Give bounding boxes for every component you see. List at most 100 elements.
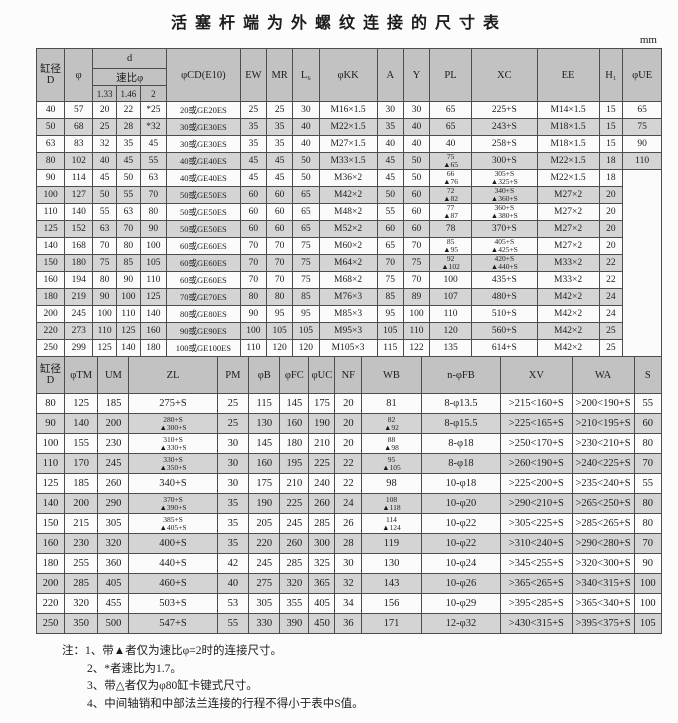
table-cell: 50 — [35, 118, 66, 136]
table-cell: M27×2 — [536, 220, 600, 238]
table-cell: 63 — [139, 169, 168, 187]
col-header-bore-line1: 缸径 — [40, 64, 62, 75]
table-cell: 45 — [139, 135, 168, 153]
table-cell: 77 ▲87 — [429, 203, 472, 221]
table-cell: 30 — [334, 553, 363, 574]
table-cell: 57 — [64, 101, 94, 119]
table-cell: 40 — [429, 135, 472, 153]
table-cell: 305 — [97, 513, 130, 534]
table-cell: 560+S — [471, 322, 538, 340]
table-cell: 460+S — [128, 573, 218, 594]
table-cell: >225<165+S — [500, 413, 573, 434]
table-cell: 95 ▲105 — [361, 453, 422, 474]
table-cell: 480+S — [471, 288, 538, 306]
col-header-speed-ratio: 速比φ — [92, 68, 167, 86]
table-cell: 30 — [216, 473, 250, 494]
table-cell: >225<200+S — [500, 473, 573, 494]
table-cell: 285 — [63, 573, 99, 594]
table-cell: 80或GE80ES — [166, 305, 241, 323]
table-cell: 40 — [35, 101, 66, 119]
table-cell: >320<300+S — [571, 553, 635, 574]
table-cell: 547+S — [128, 613, 218, 634]
table-cell: 60 — [376, 220, 404, 238]
table-cell: M18×1.5 — [536, 118, 600, 136]
unit-label: mm — [639, 34, 657, 46]
table-cell: M36×2 — [318, 169, 378, 187]
table-cell: >230<210+S — [571, 433, 635, 454]
table-cell: M27×2 — [536, 186, 600, 204]
table-cell: 36 — [334, 613, 363, 634]
table-cell: 35 — [216, 513, 250, 534]
table-cell: 400+S — [128, 533, 218, 554]
table-cell: 60 — [402, 220, 431, 238]
table-row: 180 219 90 100 125 70或GE70ES 80 80 85 M76×3 85 89 10… — [35, 288, 662, 306]
footnote-prefix: 注： — [62, 645, 85, 657]
table-cell: 455 — [97, 593, 130, 614]
table-cell: 156 — [361, 593, 422, 614]
table-cell: 120 — [265, 339, 294, 357]
table-cell: 65 — [292, 186, 320, 204]
table-cell: 50 — [376, 186, 404, 204]
table-cell: 34 — [334, 593, 363, 614]
table-cell: 22 — [334, 473, 363, 494]
table-cell: 40 — [402, 135, 431, 153]
table-row: 80 125 185 275+S 25 115 145 175 20 81 8-φ13.5 >215<… — [36, 393, 663, 414]
table-cell: 245 — [248, 553, 281, 574]
table-cell: 245 — [64, 305, 94, 323]
table-cell — [622, 169, 662, 357]
table-cell: 65 — [292, 220, 320, 238]
table-cell: 55 — [376, 203, 404, 221]
table-cell: 300+S — [471, 152, 538, 170]
table-cell: 100 — [239, 322, 268, 340]
table-cell: 45 — [239, 152, 268, 170]
table-cell: 75 — [292, 254, 320, 272]
table-cell: M95×3 — [318, 322, 378, 340]
table-cell: 100 — [116, 288, 141, 306]
table-cell: 215 — [63, 513, 99, 534]
table-row: 250 299 125 140 180 100或GE100ES 110 120 120 M105×… — [35, 339, 662, 357]
table-cell: 180 — [279, 433, 310, 454]
table-cell: 108 ▲118 — [361, 493, 422, 514]
table-cell: *32 — [139, 118, 168, 136]
table-cell: 65 — [429, 101, 472, 119]
table-cell: 28 — [116, 118, 141, 136]
table-cell: 220 — [35, 322, 66, 340]
table-cell: 250 — [36, 613, 65, 634]
table-row: 80 102 40 45 55 40或GE40ES 45 45 50 M33×1.5 45 50 75 ▲… — [35, 152, 662, 170]
table-cell: M42×2 — [536, 322, 600, 340]
table-cell: 70 — [265, 271, 294, 289]
table-cell: 95 — [265, 305, 294, 323]
table-cell: 140 — [63, 413, 99, 434]
table-row: 40 57 20 22 *25 20或GE20ES 25 25 30 M16×1.5 30 30 65 2… — [35, 101, 662, 119]
table-cell: 25 — [239, 101, 268, 119]
table-cell: 290 — [97, 493, 130, 514]
table-cell: 40 — [216, 573, 250, 594]
col-header-xv: XV — [500, 356, 573, 394]
table-row: 50 68 25 28 *32 30或GE30ES 35 35 40 M22×1.5 35 40 65 2… — [35, 118, 662, 136]
table-cell: 80 — [633, 493, 663, 514]
table-cell: 20 — [334, 393, 363, 414]
table-row: 140 200 290 370+S ▲390+S 35 190 225 260 24 108 ▲118… — [36, 493, 663, 514]
table-cell: 500 — [97, 613, 130, 634]
table-cell: 83 — [64, 135, 94, 153]
table-cell: 50或GE50ES — [166, 203, 241, 221]
table-cell: 70 — [402, 271, 431, 289]
table-cell: M42×2 — [536, 288, 600, 306]
table-row: 100 155 230 310+S ▲330+S 30 145 180 210 20 88 ▲98 8-… — [36, 433, 663, 454]
table-cell: 10-φ22 — [420, 533, 502, 554]
table-cell: 180 — [64, 254, 94, 272]
table-cell: 90 — [35, 169, 66, 187]
table-cell: 55 — [116, 186, 141, 204]
table-cell: 145 — [248, 433, 281, 454]
table-cell: 130 — [248, 413, 281, 434]
table-cell: 350 — [63, 613, 99, 634]
table-cell: 20 — [598, 203, 624, 221]
table-cell: 385+S ▲405+S — [128, 513, 218, 534]
col-header-xc: XC — [471, 48, 538, 102]
table-cell: 90 — [139, 220, 168, 238]
col-header-d-group: d — [92, 48, 167, 69]
table-cell: 55 — [633, 393, 663, 414]
table-cell: 40 — [92, 152, 117, 170]
table-cell: 405+S ▲425+S — [471, 237, 538, 255]
table-cell: 110 — [92, 322, 117, 340]
